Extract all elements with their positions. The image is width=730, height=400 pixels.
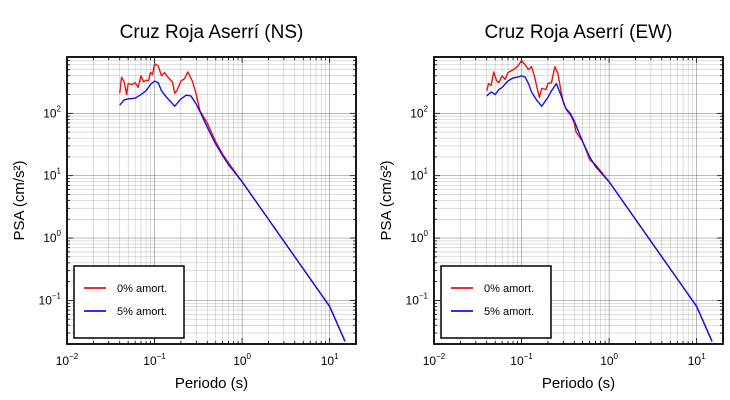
chart-2-x-tick-label: 100 — [600, 352, 618, 368]
chart-1-legend-label-1: 0% amort. — [117, 283, 167, 295]
chart-1-legend-box — [73, 265, 185, 339]
chart-1-y-tick-label: 102 — [43, 104, 61, 120]
chart-1-x-axis-label: Periodo (s) — [175, 375, 248, 392]
chart-2-x-tick-label: 10−2 — [423, 352, 446, 368]
chart-1-x-tick-label: 101 — [321, 352, 339, 368]
chart-2-y-tick-label: 102 — [410, 104, 428, 120]
chart-1-plot-frame — [66, 56, 357, 345]
chart-2-legend-label-2: 5% amort. — [484, 306, 534, 318]
chart-1-x-tick-label: 10−2 — [56, 352, 79, 368]
chart-2-legend-label-1: 0% amort. — [484, 283, 534, 295]
chart-1-title: Cruz Roja Aserrí (NS) — [120, 22, 304, 43]
chart-2-y-tick-label: 101 — [410, 167, 428, 183]
chart-2-x-axis-label: Periodo (s) — [542, 375, 615, 392]
chart-2: 10−2 10−1 100 101 10−1 100 101 102 Cruz Roja Ase… — [378, 22, 724, 392]
chart-2-y-tick-label: 10−1 — [406, 291, 429, 307]
chart-2-y-tick-label: 100 — [410, 229, 428, 245]
chart-1-y-tick-label: 100 — [43, 229, 61, 245]
chart-2-legend-box — [440, 265, 552, 339]
chart-2-series-line-2 — [486, 75, 713, 342]
chart-1-y-tick-label: 101 — [43, 167, 61, 183]
chart-2-x-tick-label: 10−1 — [510, 352, 533, 368]
chart-1-series-line-1 — [119, 63, 346, 342]
chart-2-plot-frame — [433, 56, 724, 345]
chart-2-y-axis-label: PSA (cm/s²) — [378, 160, 395, 240]
chart-1-legend: 0% amort. 5% amort. — [73, 265, 185, 339]
chart-1-x-tick-label: 10−1 — [143, 352, 166, 368]
chart-2-legend: 0% amort. 5% amort. — [440, 265, 552, 339]
chart-1-y-tick-label: 10−1 — [39, 291, 62, 307]
chart-2-series-line-1 — [486, 59, 713, 342]
chart-1-y-axis-label: PSA (cm/s²) — [11, 160, 28, 240]
chart-1: 10−2 10−1 100 101 10−1 100 101 102 Cruz Roja Ase… — [11, 22, 357, 392]
chart-2-x-tick-label: 101 — [688, 352, 706, 368]
chart-1-legend-label-2: 5% amort. — [117, 306, 167, 318]
chart-1-series-line-2 — [119, 80, 346, 342]
chart-1-x-tick-label: 100 — [233, 352, 251, 368]
chart-2-title: Cruz Roja Aserrí (EW) — [485, 22, 673, 43]
